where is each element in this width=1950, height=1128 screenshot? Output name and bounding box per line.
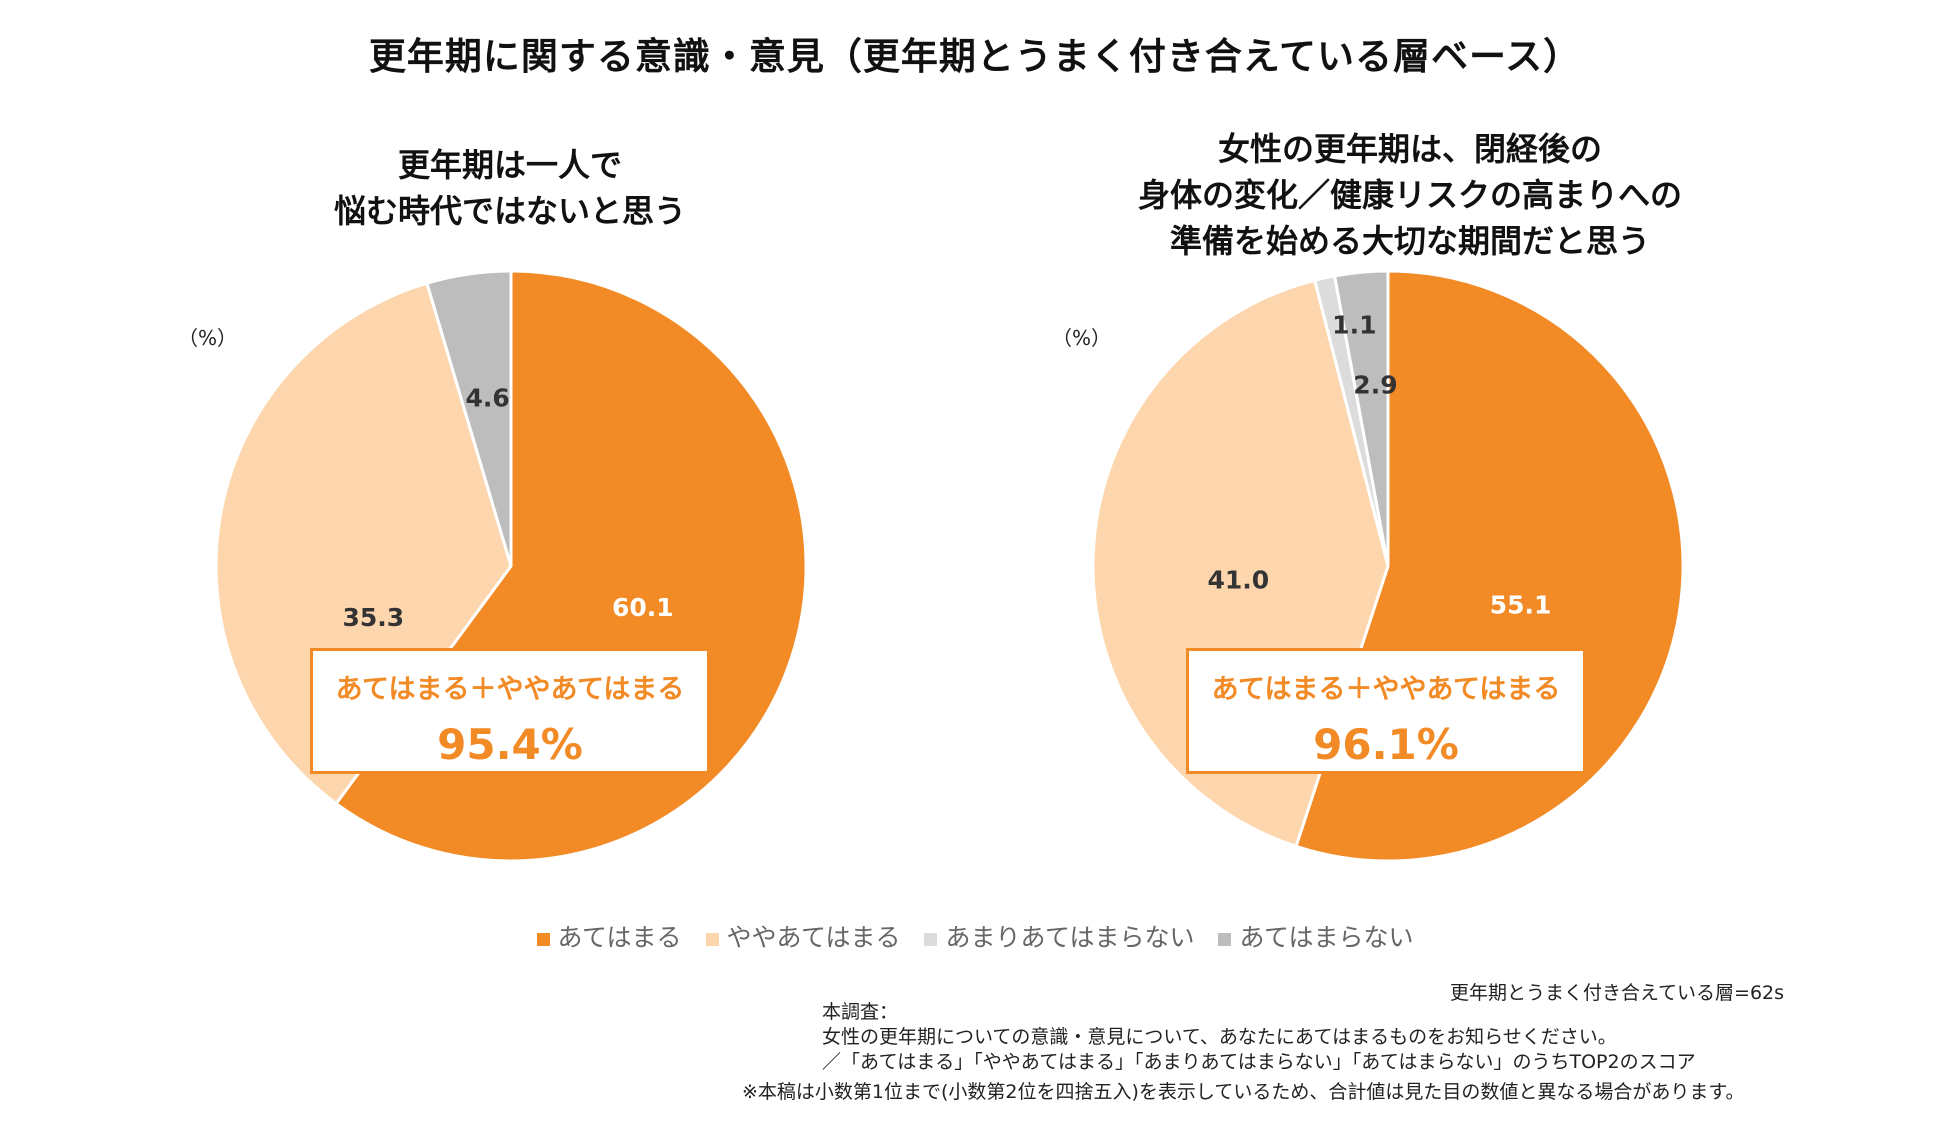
chart-1-data-label-atehamaru: 60.1 <box>612 593 674 622</box>
chart-1-title-line-1: 更年期は一人で <box>397 146 622 184</box>
legend-item-atehamaru: あてはまる <box>536 918 682 954</box>
chart-1-title-line-2: 悩む時代ではないと思う <box>333 192 686 230</box>
chart-1-data-label-atehamaranai: 4.6 <box>465 383 509 412</box>
legend-item-atehamaranai: あてはまらない <box>1218 918 1413 954</box>
legend: あてはまる ややあてはまる あまりあてはまらない あてはまらない <box>0 918 1950 954</box>
legend-swatch-yaya <box>705 932 719 946</box>
survey-question: 女性の更年期についての意識・意見について、あなたにあてはまるものをお知らせくださ… <box>822 1026 1617 1048</box>
chart-2-data-label-atehamaranai: 2.9 <box>1353 370 1397 399</box>
chart-1-slice-atehamaranai <box>425 269 513 567</box>
legend-label-yaya: ややあてはまる <box>726 923 901 952</box>
survey-heading: 本調査： <box>822 1001 899 1023</box>
chart-2-unit-label: （%） <box>1052 326 1112 350</box>
chart-1-data-label-yaya: 35.3 <box>342 603 404 632</box>
chart-1-callout-value: 95.4% <box>437 720 583 769</box>
chart-2-slice-atehamaranai <box>1332 269 1390 567</box>
chart-2-title-line-1: 女性の更年期は、閉経後の <box>1217 130 1602 168</box>
chart-2-title-line-2: 身体の変化／健康リスクの高まりへの <box>1137 176 1682 214</box>
legend-swatch-amari <box>924 932 938 946</box>
chart-1-unit-label: （%） <box>178 326 238 350</box>
chart-2-data-label-yaya: 41.0 <box>1208 566 1270 595</box>
chart-2-top2-callout: あてはまる＋ややあてはまる 96.1% <box>1186 648 1586 774</box>
chart-1-title: 更年期は一人で 悩む時代ではないと思う <box>260 142 760 234</box>
chart-2-data-label-atehamaru: 55.1 <box>1490 591 1552 620</box>
legend-label-atehamaranai: あてはまらない <box>1239 923 1414 952</box>
legend-swatch-atehamaranai <box>1218 932 1232 946</box>
rounding-disclaimer: ※本稿は小数第1位まで(小数第2位を四捨五入)を表示しているため、合計値は見た目… <box>742 1081 1745 1103</box>
chart-1-callout-label: あてはまる＋ややあてはまる <box>335 674 685 705</box>
chart-2-data-label-amari: 1.1 <box>1332 310 1376 339</box>
sample-size-note: 更年期とうまく付き合えている層=62s <box>1450 982 1785 1004</box>
survey-scale: ／「あてはまる」「ややあてはまる」「あまりあてはまらない」「あてはまらない」のう… <box>822 1051 1696 1073</box>
chart-2-title: 女性の更年期は、閉経後の 身体の変化／健康リスクの高まりへの 準備を始める大切な… <box>1060 126 1760 264</box>
chart-2-callout-value: 96.1% <box>1313 720 1459 769</box>
legend-item-amari: あまりあてはまらない <box>924 918 1194 954</box>
legend-label-amari: あまりあてはまらない <box>945 923 1195 952</box>
chart-1-slice-yaya <box>214 281 513 806</box>
legend-item-yaya: ややあてはまる <box>705 918 901 954</box>
chart-1-top2-callout: あてはまる＋ややあてはまる 95.4% <box>310 648 710 774</box>
chart-2-callout-label: あてはまる＋ややあてはまる <box>1211 674 1561 705</box>
survey-notes: 本調査： 女性の更年期についての意識・意見について、あなたにあてはまるものをお知… <box>822 1000 1696 1075</box>
page-title: 更年期に関する意識・意見（更年期とうまく付き合えている層ベース） <box>368 35 1582 78</box>
chart-2-title-line-3: 準備を始める大切な期間だと思う <box>1169 222 1650 260</box>
legend-swatch-atehamaru <box>536 932 550 946</box>
legend-label-atehamaru: あてはまる <box>557 923 682 952</box>
